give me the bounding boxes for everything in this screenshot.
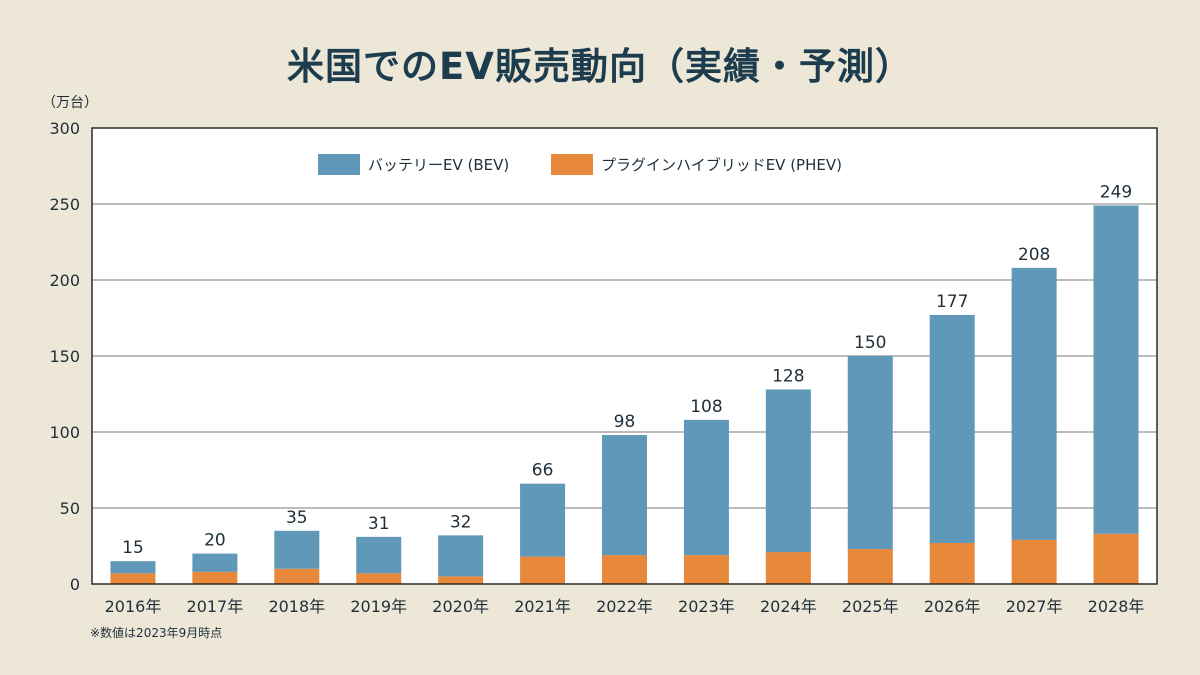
x-tick-label: 2021年 <box>514 597 571 616</box>
bar-segment <box>602 435 647 556</box>
y-tick-label: 200 <box>49 271 80 290</box>
x-tick-label: 2023年 <box>678 597 735 616</box>
legend-swatch-phev <box>551 154 593 175</box>
data-label: 128 <box>772 366 804 386</box>
bar-segment <box>765 552 811 584</box>
data-label: 35 <box>286 508 308 528</box>
legend-label-bev: バッテリーEV (BEV) <box>368 156 509 174</box>
bar-segment <box>438 576 484 584</box>
x-tick-label: 2020年 <box>432 597 489 616</box>
data-label: 177 <box>936 292 968 312</box>
data-label: 108 <box>690 397 722 417</box>
x-tick-label: 2018年 <box>268 597 325 616</box>
legend-swatch-bev <box>318 154 360 175</box>
bar-segment <box>520 556 566 584</box>
plot-border <box>91 127 1158 585</box>
x-tick-label: 2017年 <box>187 597 244 616</box>
bar-segment <box>438 535 484 577</box>
y-tick-label: 0 <box>70 575 80 594</box>
bar-segment <box>1011 267 1057 540</box>
bar-segment <box>765 389 811 553</box>
data-label: 15 <box>122 538 144 558</box>
data-label: 98 <box>614 412 636 432</box>
data-label: 32 <box>450 512 472 532</box>
bar-segment <box>356 536 402 574</box>
x-tick-label: 2022年 <box>596 597 653 616</box>
bar-segment <box>929 314 975 543</box>
y-axis-unit: （万台） <box>42 95 98 111</box>
bar-segment <box>110 573 156 584</box>
bar-segment <box>1093 205 1139 534</box>
bar-segment <box>356 573 402 584</box>
bar-segment <box>683 419 729 556</box>
bar-segment <box>192 553 238 572</box>
data-label: 31 <box>368 514 390 534</box>
x-tick-label: 2028年 <box>1088 597 1145 616</box>
bar-segment <box>1011 539 1057 584</box>
bar-segment <box>602 555 647 584</box>
x-tick-label: 2024年 <box>760 597 817 616</box>
bar-segment <box>274 530 320 569</box>
data-label: 66 <box>532 461 554 481</box>
bar-segment <box>847 549 893 584</box>
bar-segment <box>274 568 320 584</box>
legend-label-phev: プラグインハイブリッドEV (PHEV) <box>601 156 842 174</box>
y-tick-label: 50 <box>60 499 80 518</box>
bar-segment <box>1093 533 1139 584</box>
bar-segment <box>929 542 975 584</box>
chart-title: 米国でのEV販売動向（実績・予測） <box>287 45 913 88</box>
x-tick-label: 2026年 <box>924 597 981 616</box>
y-tick-label: 100 <box>49 423 80 442</box>
bar-segment <box>110 561 156 574</box>
bar-segment <box>847 356 893 550</box>
x-tick-label: 2016年 <box>105 597 162 616</box>
y-tick-label: 300 <box>49 119 80 138</box>
data-label: 150 <box>854 333 886 353</box>
x-tick-label: 2027年 <box>1006 597 1063 616</box>
y-tick-label: 250 <box>49 195 80 214</box>
x-tick-label: 2019年 <box>350 597 407 616</box>
data-label: 249 <box>1100 183 1132 203</box>
bar-segment <box>683 555 729 584</box>
data-label: 20 <box>204 531 226 551</box>
bar-segment <box>192 571 238 584</box>
data-label: 208 <box>1018 245 1050 265</box>
bar-segment <box>520 483 566 557</box>
y-tick-label: 150 <box>49 347 80 366</box>
footnote: ※数値は2023年9月時点 <box>90 626 223 640</box>
x-tick-label: 2025年 <box>842 597 899 616</box>
